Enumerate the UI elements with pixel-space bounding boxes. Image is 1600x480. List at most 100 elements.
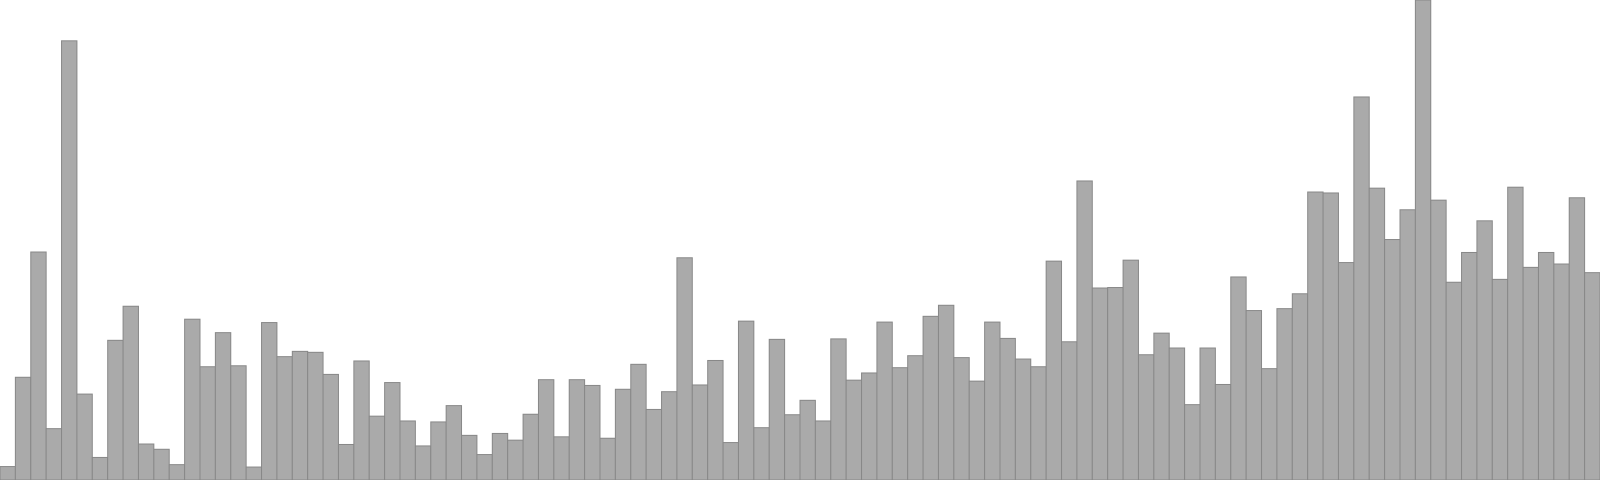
bar-48 [722,442,739,480]
bar-65 [984,321,1001,480]
bar-30 [445,405,463,480]
bar-15 [214,332,232,480]
bar-97 [1476,220,1493,480]
bar-87 [1322,192,1339,480]
bar-57 [861,372,878,480]
bar-95 [1445,281,1463,480]
bar-64 [968,380,986,480]
bar-84 [1276,308,1293,480]
bar-12 [168,464,186,480]
bar-26 [384,382,401,480]
bar-37 [553,436,570,480]
bar-68 [1030,366,1047,480]
bar-4 [45,428,63,480]
bar-3 [30,251,47,480]
bar-44 [661,391,678,480]
bar-27 [399,420,416,480]
bar-49 [737,320,755,480]
bar-88 [1337,262,1355,480]
bar-50 [753,427,770,480]
bar-38 [568,379,586,480]
bar-8 [107,339,124,480]
bar-100 [1522,266,1539,480]
bar-32 [476,454,493,480]
bar-43 [645,408,663,480]
bar-6 [76,393,93,480]
bar-24 [353,360,370,480]
bar-89 [1353,96,1370,480]
bar-5 [61,40,78,480]
bar-51 [768,338,786,480]
bar-55 [830,338,847,480]
bar-73 [1107,287,1124,480]
bar-54 [814,420,832,480]
bar-52 [784,414,801,480]
bar-77 [1168,347,1186,480]
bar-76 [1153,332,1170,480]
bar-80 [1214,383,1232,480]
bar-9 [122,305,139,480]
bar-93 [1414,0,1432,480]
bar-29 [430,421,447,480]
bar-94 [1430,199,1447,480]
bar-40 [599,437,616,480]
bar-62 [937,304,955,480]
bar-103 [1568,197,1586,480]
bar-69 [1045,260,1063,480]
bar-41 [614,388,632,480]
bar-86 [1307,191,1324,480]
bar-70 [1061,341,1078,480]
bar-23 [337,443,355,480]
bar-74 [1122,259,1139,480]
bar-83 [1261,368,1278,480]
bar-46 [691,384,709,480]
bar-81 [1230,276,1247,480]
bar-18 [261,322,278,480]
bar-10 [137,443,155,480]
bar-99 [1507,186,1524,480]
bar-33 [491,432,509,480]
bar-2 [14,376,32,480]
bar-36 [537,379,555,480]
bar-71 [1076,180,1093,480]
bar-58 [876,321,893,480]
bar-85 [1291,293,1309,480]
bar-14 [199,366,216,480]
bar-56 [845,379,863,480]
bar-92 [1399,209,1416,480]
bar-11 [153,448,170,480]
bar-31 [461,434,478,480]
bar-63 [953,357,970,480]
bar-45 [676,257,693,480]
bar-53 [799,399,816,480]
bar-102 [1553,263,1570,480]
bar-16 [230,365,247,480]
bar-101 [1537,251,1555,480]
bar-39 [584,384,601,480]
bar-17 [245,466,263,480]
bar-61 [922,315,939,480]
bar-66 [999,337,1016,480]
bar-96 [1461,251,1478,480]
bar-60 [907,355,924,480]
bar-67 [1014,358,1032,480]
bar-75 [1137,354,1155,480]
bar-91 [1384,239,1401,480]
bar-1 [0,466,16,480]
bar-21 [307,351,324,480]
bar-19 [276,356,293,480]
bar-47 [707,359,724,480]
bar-13 [184,318,201,480]
bar-78 [1184,404,1201,480]
bar-79 [1199,347,1216,480]
bar-104 [1584,272,1600,480]
bar-90 [1368,187,1386,480]
bar-72 [1091,287,1109,480]
bar-35 [522,413,539,480]
bar-25 [368,415,386,480]
bar-7 [91,456,109,480]
bar-28 [414,445,432,480]
bar-59 [891,367,909,480]
